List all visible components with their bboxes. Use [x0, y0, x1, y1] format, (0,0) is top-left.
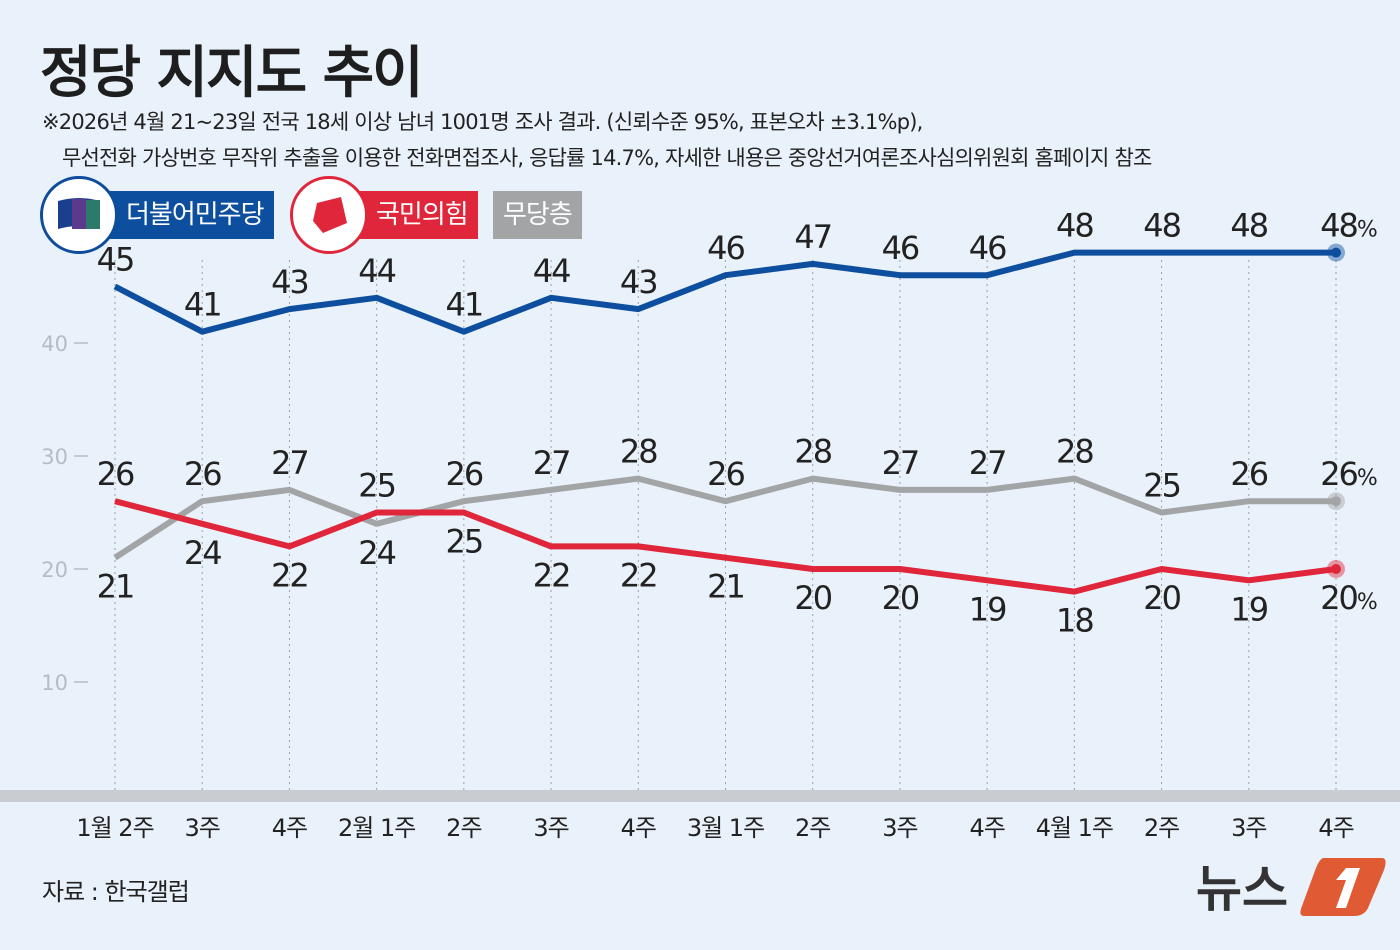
baseline-band: [0, 790, 1400, 802]
series-line: [113, 249, 1336, 335]
last-point-marker-inner: [1331, 564, 1341, 574]
data-label: 48: [1143, 207, 1180, 245]
y-tick-label: 40: [41, 332, 68, 356]
percent-unit: %: [1357, 590, 1377, 615]
democratic-party-logo-icon: [40, 176, 118, 254]
x-tick-label: 1월 2주: [76, 814, 153, 842]
x-tick-label: 3월 1주: [687, 814, 764, 842]
x-tick-label: 3주: [882, 814, 917, 842]
chart-title: 정당 지지도 추이: [40, 41, 424, 106]
x-tick-label: 2주: [795, 814, 830, 842]
y-tick-label: 20: [41, 558, 68, 582]
data-label: 26: [1230, 455, 1267, 493]
subtitle-line-1: ※2026년 4월 21~23일 전국 18세 이상 남녀 1001명 조사 결…: [42, 110, 923, 134]
legend-label: 더불어민주당: [96, 191, 274, 239]
subtitle-line-2: 무선전화 가상번호 무작위 추출을 이용한 전화면접조사, 응답률 14.7%,…: [62, 146, 1152, 170]
data-label: 26: [445, 455, 482, 493]
x-tick-label: 2월 1주: [338, 814, 415, 842]
legend-item-ppp: 국민의힘: [290, 176, 478, 254]
x-tick-label: 4월 1주: [1036, 814, 1113, 842]
data-label: 44: [358, 252, 395, 290]
y-tick-label: 10: [41, 671, 68, 695]
x-tick-label: 4주: [272, 814, 307, 842]
last-point-marker-inner: [1331, 247, 1341, 258]
x-tick-label: 3주: [185, 814, 220, 842]
x-tick-label: 4주: [621, 814, 656, 842]
data-label: 20: [1143, 579, 1180, 617]
data-label: 27: [882, 444, 919, 482]
data-label: 27: [533, 444, 570, 482]
x-tick-label: 3주: [1231, 814, 1266, 842]
data-label: 45: [97, 241, 134, 279]
data-label: 20: [882, 579, 919, 617]
data-label: 27: [969, 444, 1006, 482]
data-label: 48: [1056, 207, 1093, 245]
data-label: 48%: [1320, 207, 1377, 245]
data-label: 22: [620, 556, 657, 594]
data-label: 22: [271, 556, 308, 594]
source-note: 자료 : 한국갤럽: [42, 878, 190, 906]
percent-unit: %: [1357, 218, 1377, 243]
x-tick-label: 2주: [1144, 814, 1179, 842]
data-label: 18: [1056, 602, 1093, 640]
data-label: 25: [445, 523, 482, 561]
data-label: 26: [184, 455, 221, 493]
legend-item-democratic: 더불어민주당: [40, 176, 274, 254]
legend-label: 무당층: [493, 191, 582, 239]
x-tick-label: 3주: [533, 814, 568, 842]
data-label: 44: [533, 252, 570, 290]
data-label: 28: [620, 433, 657, 471]
series-line: [113, 475, 1336, 561]
data-label: 26%: [1320, 455, 1377, 493]
data-label: 19: [1230, 590, 1267, 628]
news1-logo: 뉴스: [1196, 850, 1386, 924]
data-label: 43: [271, 263, 308, 301]
data-label: 19: [969, 590, 1006, 628]
data-label: 26: [707, 455, 744, 493]
data-label: 28: [794, 433, 831, 471]
data-label: 48: [1230, 207, 1267, 245]
data-label: 43: [620, 263, 657, 301]
data-label: 41: [445, 286, 482, 324]
data-label: 27: [271, 444, 308, 482]
data-label: 21: [97, 568, 134, 606]
y-tick-label: 30: [41, 445, 68, 469]
last-point-marker-inner: [1331, 496, 1341, 507]
data-label: 46: [969, 229, 1006, 267]
data-label: 20%: [1320, 579, 1377, 617]
data-label: 41: [184, 286, 221, 324]
x-tick-label: 4주: [1318, 814, 1353, 842]
ppp-logo-icon: [290, 176, 368, 254]
x-tick-label: 2주: [446, 814, 481, 842]
legend-item-independent: 무당층: [493, 190, 582, 240]
data-label: 24: [358, 534, 395, 572]
data-label: 20: [794, 579, 831, 617]
data-label: 46: [707, 229, 744, 267]
data-label: 25: [358, 467, 395, 505]
data-label: 24: [184, 534, 221, 572]
data-label: 28: [1056, 433, 1093, 471]
series-line: [114, 498, 1337, 595]
data-label: 25: [1143, 467, 1180, 505]
data-label: 21: [707, 568, 744, 606]
percent-unit: %: [1357, 466, 1377, 491]
data-label: 22: [533, 556, 570, 594]
data-label: 46: [882, 229, 919, 267]
x-tick-label: 4주: [969, 814, 1004, 842]
data-label: 47: [794, 218, 831, 256]
data-label: 26: [97, 455, 134, 493]
svg-text:뉴스: 뉴스: [1196, 860, 1288, 918]
